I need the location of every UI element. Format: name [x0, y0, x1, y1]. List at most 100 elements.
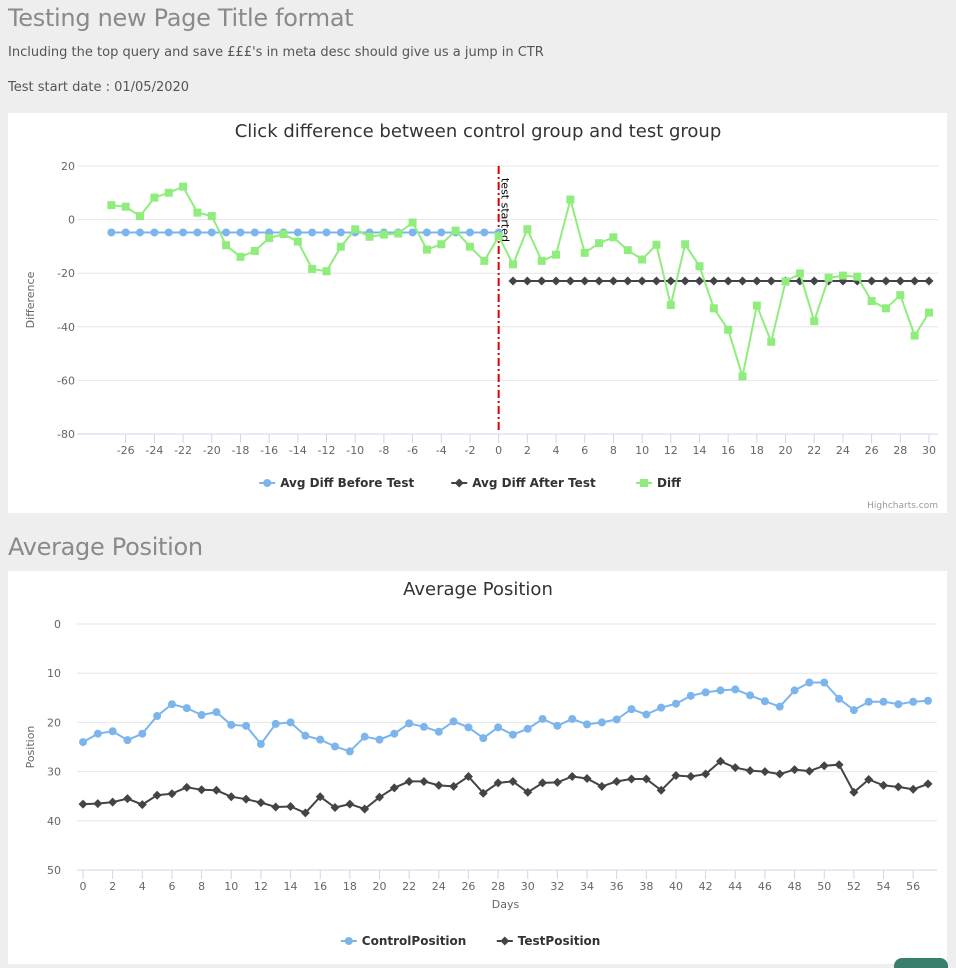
data-point[interactable]	[580, 276, 590, 286]
data-point[interactable]	[365, 232, 374, 241]
data-point[interactable]	[207, 212, 216, 221]
data-point[interactable]	[300, 808, 310, 818]
data-point[interactable]	[250, 246, 259, 255]
data-point[interactable]	[121, 228, 130, 237]
data-point[interactable]	[293, 228, 302, 237]
data-point[interactable]	[478, 788, 488, 798]
data-point[interactable]	[849, 787, 859, 797]
data-point[interactable]	[419, 776, 429, 786]
data-point[interactable]	[345, 747, 354, 756]
data-point[interactable]	[852, 276, 862, 286]
data-point[interactable]	[241, 794, 251, 804]
data-point[interactable]	[394, 229, 403, 238]
data-point[interactable]	[379, 230, 388, 239]
data-point[interactable]	[552, 250, 561, 259]
data-point[interactable]	[197, 785, 207, 795]
data-point[interactable]	[552, 777, 562, 787]
data-point[interactable]	[568, 714, 577, 723]
data-point[interactable]	[623, 246, 632, 255]
data-point[interactable]	[226, 792, 236, 802]
data-point[interactable]	[167, 789, 177, 799]
data-point[interactable]	[565, 276, 575, 286]
data-point[interactable]	[681, 240, 690, 249]
data-point[interactable]	[322, 267, 331, 276]
data-point[interactable]	[820, 678, 829, 687]
data-point[interactable]	[345, 799, 355, 809]
legend-symbol-marker[interactable]	[344, 937, 353, 945]
data-point[interactable]	[849, 706, 858, 715]
data-point[interactable]	[250, 228, 259, 237]
data-point[interactable]	[164, 228, 173, 237]
data-point[interactable]	[107, 228, 116, 237]
data-point[interactable]	[709, 304, 718, 313]
data-point[interactable]	[434, 780, 444, 790]
data-point[interactable]	[567, 772, 577, 782]
data-point[interactable]	[236, 252, 245, 261]
data-point[interactable]	[150, 193, 159, 202]
data-point[interactable]	[465, 242, 474, 251]
data-point[interactable]	[895, 276, 905, 286]
legend-label[interactable]: Avg Diff Before Test	[280, 476, 414, 490]
data-point[interactable]	[910, 276, 920, 286]
data-point[interactable]	[924, 276, 934, 286]
data-point[interactable]	[138, 729, 147, 738]
data-point[interactable]	[656, 785, 666, 795]
data-point[interactable]	[78, 799, 88, 809]
data-point[interactable]	[508, 730, 517, 739]
data-point[interactable]	[434, 727, 443, 736]
data-point[interactable]	[795, 269, 804, 278]
data-point[interactable]	[838, 276, 848, 286]
data-point[interactable]	[695, 262, 704, 271]
data-point[interactable]	[612, 776, 622, 786]
data-point[interactable]	[651, 276, 661, 286]
data-point[interactable]	[167, 700, 176, 709]
data-point[interactable]	[408, 218, 417, 227]
data-point[interactable]	[864, 697, 873, 706]
data-point[interactable]	[265, 234, 274, 243]
data-point[interactable]	[197, 711, 206, 720]
data-point[interactable]	[752, 276, 762, 286]
data-point[interactable]	[805, 678, 814, 687]
legend-label[interactable]: ControlPosition	[362, 934, 467, 948]
data-point[interactable]	[256, 740, 265, 749]
data-point[interactable]	[150, 228, 159, 237]
data-point[interactable]	[730, 763, 740, 773]
legend-symbol-marker[interactable]	[263, 479, 272, 487]
data-point[interactable]	[449, 781, 459, 791]
data-point[interactable]	[864, 774, 874, 784]
data-point[interactable]	[316, 735, 325, 744]
data-point[interactable]	[775, 702, 784, 711]
data-point[interactable]	[480, 256, 489, 265]
data-point[interactable]	[775, 769, 785, 779]
data-point[interactable]	[256, 798, 266, 808]
data-point[interactable]	[804, 766, 814, 776]
legend-label[interactable]: Avg Diff After Test	[472, 476, 596, 490]
data-point[interactable]	[523, 225, 532, 234]
data-point[interactable]	[236, 228, 245, 237]
legend-item[interactable]: Avg Diff After Test	[451, 476, 596, 490]
data-point[interactable]	[909, 697, 918, 706]
legend-symbol-marker[interactable]	[454, 478, 464, 488]
data-point[interactable]	[908, 784, 918, 794]
data-point[interactable]	[608, 276, 618, 286]
data-point[interactable]	[612, 715, 621, 724]
data-point[interactable]	[731, 685, 740, 694]
data-point[interactable]	[523, 724, 532, 733]
data-point[interactable]	[351, 225, 360, 234]
data-point[interactable]	[164, 188, 173, 197]
highcharts-credit[interactable]: Highcharts.com	[867, 501, 938, 511]
data-point[interactable]	[767, 337, 776, 346]
data-point[interactable]	[694, 276, 704, 286]
data-point[interactable]	[809, 276, 819, 286]
data-point[interactable]	[583, 720, 592, 729]
data-point[interactable]	[308, 228, 317, 237]
legend-symbol-marker[interactable]	[640, 479, 648, 487]
data-point[interactable]	[182, 782, 192, 792]
data-point[interactable]	[79, 738, 87, 747]
data-point[interactable]	[479, 734, 488, 743]
data-point[interactable]	[701, 769, 711, 779]
data-point[interactable]	[451, 226, 460, 235]
data-point[interactable]	[137, 800, 147, 810]
data-point[interactable]	[819, 761, 829, 771]
data-point[interactable]	[405, 719, 414, 728]
